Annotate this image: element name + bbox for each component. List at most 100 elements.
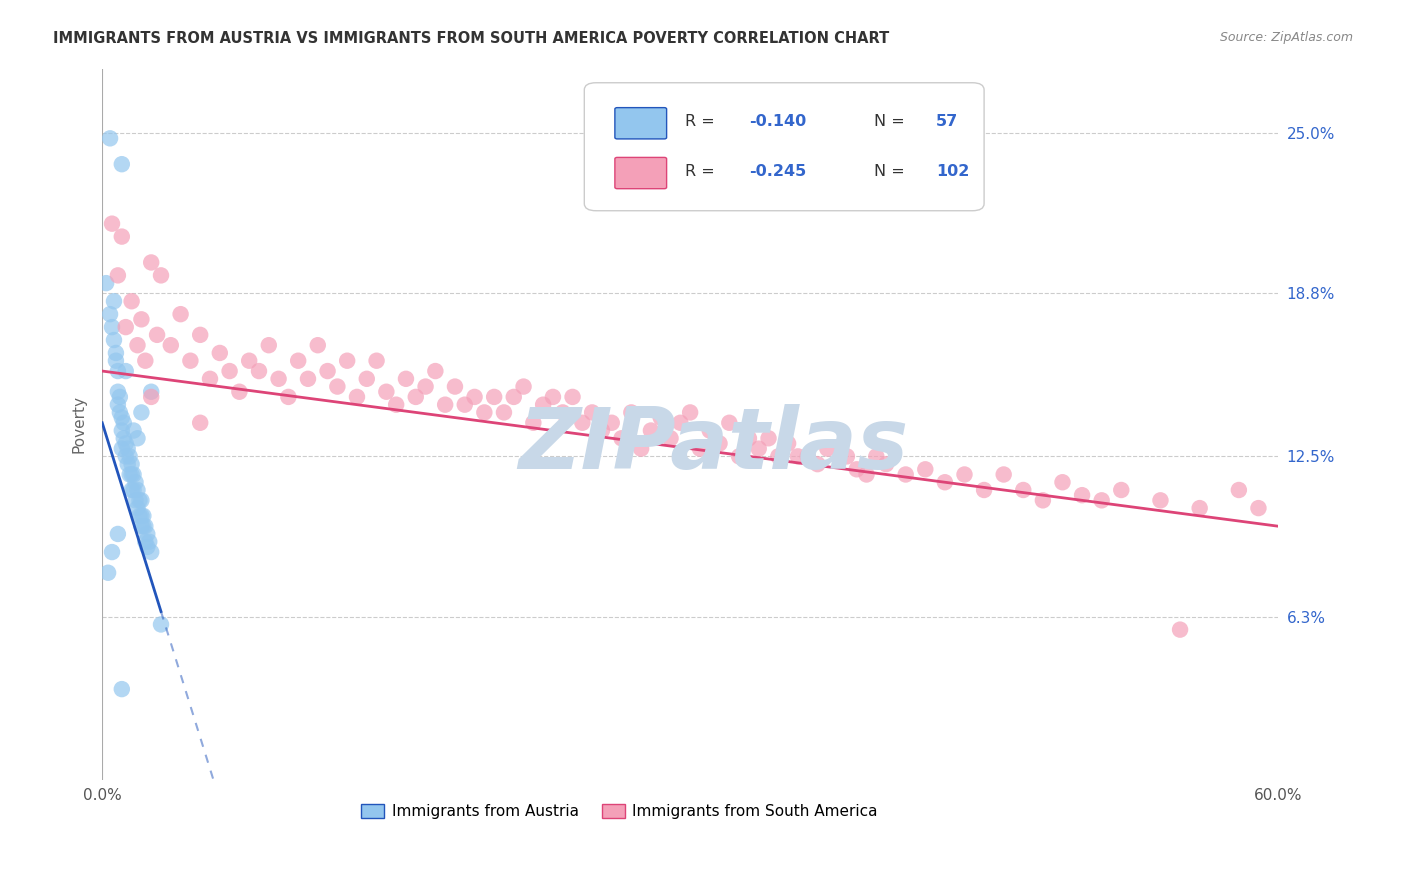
Point	[845, 462, 868, 476]
Point	[198, 372, 221, 386]
Point	[159, 338, 181, 352]
Point	[1168, 623, 1191, 637]
Point	[1247, 501, 1270, 516]
Point	[122, 467, 145, 482]
Point	[124, 493, 146, 508]
Point	[188, 416, 211, 430]
Point	[107, 384, 129, 399]
Point	[111, 442, 134, 456]
Point	[630, 442, 652, 456]
Point	[796, 450, 818, 464]
Point	[522, 416, 544, 430]
Text: 57: 57	[936, 114, 957, 129]
Text: -0.140: -0.140	[749, 114, 806, 129]
Point	[118, 467, 141, 482]
Point	[405, 390, 427, 404]
Point	[132, 508, 155, 523]
Point	[141, 255, 163, 269]
Point	[934, 475, 956, 490]
Point	[307, 338, 329, 352]
FancyBboxPatch shape	[585, 83, 984, 211]
Point	[111, 682, 134, 697]
Point	[122, 483, 145, 497]
Point	[561, 390, 583, 404]
Text: R =: R =	[686, 114, 720, 129]
Point	[454, 398, 477, 412]
Point	[117, 442, 139, 456]
Point	[464, 390, 486, 404]
Point	[571, 416, 593, 430]
Point	[1052, 475, 1074, 490]
Point	[748, 442, 770, 456]
Point	[112, 416, 135, 430]
Point	[434, 398, 457, 412]
Point	[228, 384, 250, 399]
Point	[98, 131, 121, 145]
Point	[699, 424, 721, 438]
Point	[865, 450, 887, 464]
Point	[375, 384, 398, 399]
Point	[131, 519, 153, 533]
Point	[1012, 483, 1035, 497]
Point	[108, 390, 131, 404]
Point	[146, 327, 169, 342]
Point	[127, 501, 149, 516]
Point	[953, 467, 976, 482]
Point	[1188, 501, 1211, 516]
Point	[718, 416, 741, 430]
Point	[128, 493, 150, 508]
Point	[127, 431, 149, 445]
Point	[768, 450, 790, 464]
Point	[728, 450, 751, 464]
Point	[415, 379, 437, 393]
Point	[134, 534, 156, 549]
Point	[104, 346, 127, 360]
Point	[101, 217, 124, 231]
Point	[531, 398, 554, 412]
Text: N =: N =	[873, 114, 910, 129]
Point	[238, 353, 260, 368]
Point	[127, 338, 149, 352]
Point	[815, 442, 838, 456]
Point	[1032, 493, 1054, 508]
Point	[620, 405, 643, 419]
Point	[482, 390, 505, 404]
Point	[835, 450, 858, 464]
FancyBboxPatch shape	[614, 108, 666, 139]
Text: Source: ZipAtlas.com: Source: ZipAtlas.com	[1219, 31, 1353, 45]
Point	[689, 442, 711, 456]
Point	[492, 405, 515, 419]
Point	[267, 372, 290, 386]
Point	[150, 617, 173, 632]
Point	[551, 405, 574, 419]
Point	[114, 364, 136, 378]
Point	[336, 353, 359, 368]
Text: N =: N =	[873, 164, 910, 179]
Point	[103, 333, 125, 347]
Point	[112, 431, 135, 445]
Point	[472, 405, 495, 419]
Point	[111, 410, 134, 425]
Point	[97, 566, 120, 580]
Point	[218, 364, 240, 378]
Point	[107, 527, 129, 541]
Point	[287, 353, 309, 368]
Y-axis label: Poverty: Poverty	[72, 395, 86, 453]
Point	[169, 307, 191, 321]
Point	[297, 372, 319, 386]
Text: ZIPatlas: ZIPatlas	[519, 404, 908, 487]
Point	[1149, 493, 1171, 508]
Point	[610, 431, 633, 445]
Point	[127, 483, 149, 497]
Point	[138, 534, 160, 549]
Point	[131, 405, 153, 419]
Point	[679, 405, 702, 419]
Point	[914, 462, 936, 476]
Point	[640, 424, 662, 438]
Point	[778, 436, 800, 450]
Point	[366, 353, 388, 368]
Point	[111, 157, 134, 171]
Point	[425, 364, 447, 378]
Point	[107, 268, 129, 283]
FancyBboxPatch shape	[614, 157, 666, 189]
